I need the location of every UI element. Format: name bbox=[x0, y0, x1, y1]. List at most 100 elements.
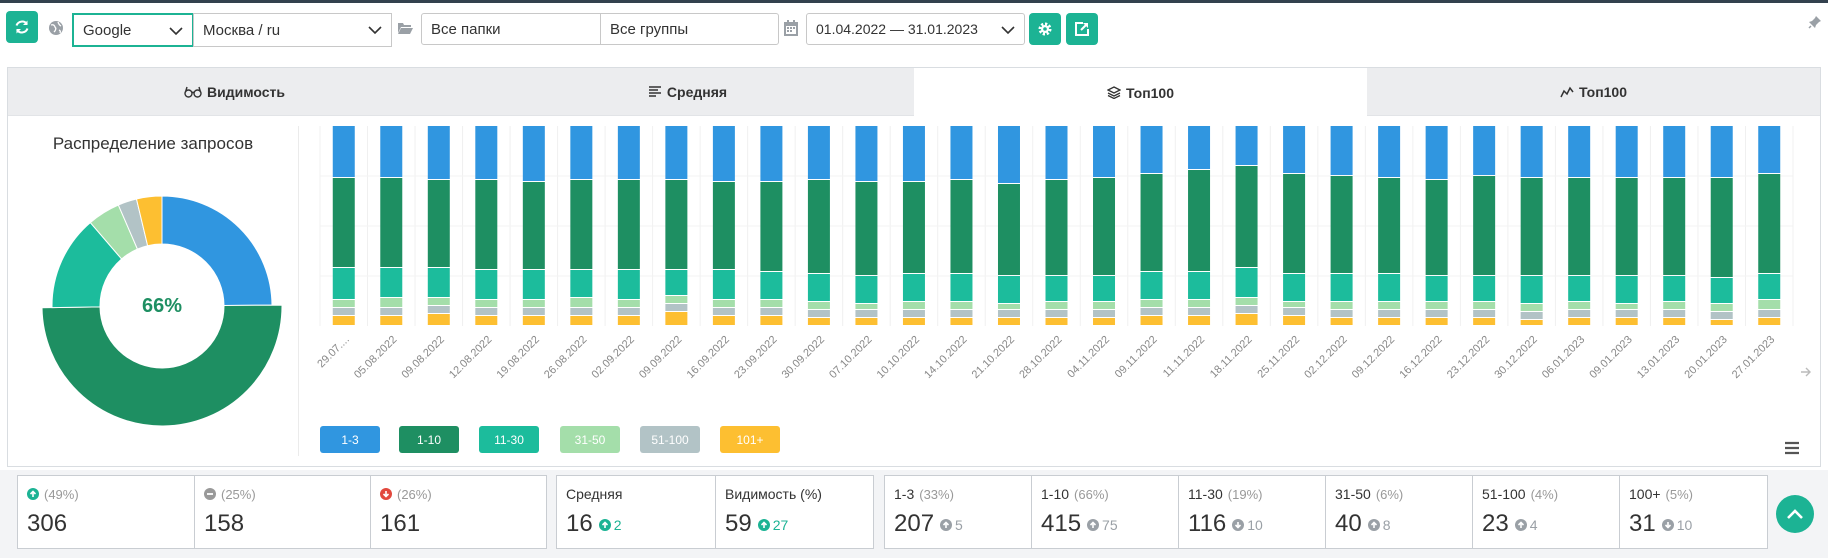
bar-segment-1-3[interactable] bbox=[997, 126, 1020, 183]
bar-segment-101+[interactable] bbox=[1473, 318, 1496, 325]
bar-segment-1-10[interactable] bbox=[1425, 180, 1448, 275]
bar-segment-1-3[interactable] bbox=[902, 126, 925, 181]
bar-segment-51-100[interactable] bbox=[1283, 308, 1306, 315]
legend-item-1-10[interactable]: 1-10 bbox=[399, 426, 459, 453]
bar-segment-11-30[interactable] bbox=[1283, 274, 1306, 301]
settings-button[interactable] bbox=[1029, 13, 1061, 45]
bar-segment-51-100[interactable] bbox=[1330, 310, 1353, 317]
bar-segment-11-30[interactable] bbox=[1140, 272, 1163, 299]
bar-segment-11-30[interactable] bbox=[1663, 276, 1686, 301]
bar-segment-101+[interactable] bbox=[427, 314, 450, 325]
bar-segment-31-50[interactable] bbox=[855, 304, 878, 309]
bar-segment-101+[interactable] bbox=[522, 316, 545, 325]
bar-segment-31-50[interactable] bbox=[332, 300, 355, 307]
legend-item-11-30[interactable]: 11-30 bbox=[479, 426, 539, 453]
bar-segment-101+[interactable] bbox=[997, 318, 1020, 325]
date-range-select[interactable]: 01.04.2022 — 31.01.2023 bbox=[806, 13, 1025, 45]
bar-segment-31-50[interactable] bbox=[1283, 302, 1306, 307]
bar-segment-51-100[interactable] bbox=[475, 308, 498, 315]
bar-segment-1-3[interactable] bbox=[522, 126, 545, 181]
bar-segment-51-100[interactable] bbox=[855, 310, 878, 317]
bar-segment-101+[interactable] bbox=[1520, 320, 1543, 325]
bar-segment-31-50[interactable] bbox=[1140, 300, 1163, 307]
bar-segment-1-10[interactable] bbox=[1568, 178, 1591, 275]
bar-segment-11-30[interactable] bbox=[617, 270, 640, 299]
bar-segment-101+[interactable] bbox=[1093, 318, 1116, 325]
bar-segment-101+[interactable] bbox=[807, 318, 830, 325]
bar-segment-51-100[interactable] bbox=[522, 308, 545, 315]
bar-segment-1-3[interactable] bbox=[1330, 126, 1353, 175]
bar-segment-101+[interactable] bbox=[617, 316, 640, 325]
bar-segment-31-50[interactable] bbox=[1045, 302, 1068, 309]
bar-segment-1-10[interactable] bbox=[902, 182, 925, 273]
bar-segment-11-30[interactable] bbox=[712, 270, 735, 299]
bar-segment-11-30[interactable] bbox=[380, 268, 403, 297]
bar-segment-1-10[interactable] bbox=[665, 180, 688, 269]
bar-segment-1-10[interactable] bbox=[380, 178, 403, 267]
refresh-button[interactable] bbox=[6, 11, 38, 43]
donut-slice-1-3[interactable] bbox=[161, 195, 273, 307]
bar-segment-11-30[interactable] bbox=[1045, 276, 1068, 301]
bar-segment-51-100[interactable] bbox=[1093, 310, 1116, 317]
bar-segment-101+[interactable] bbox=[1045, 318, 1068, 325]
bar-segment-11-30[interactable] bbox=[997, 276, 1020, 303]
bar-segment-1-10[interactable] bbox=[332, 178, 355, 267]
bar-segment-1-3[interactable] bbox=[380, 126, 403, 177]
tab-top100-dynamics[interactable]: Топ100 bbox=[1367, 68, 1820, 116]
bar-segment-31-50[interactable] bbox=[1568, 302, 1591, 309]
legend-item-1-3[interactable]: 1-3 bbox=[320, 426, 380, 453]
region-select[interactable]: Москва / ru bbox=[193, 13, 392, 47]
arrow-right-icon[interactable] bbox=[1800, 364, 1812, 380]
bar-segment-1-10[interactable] bbox=[475, 180, 498, 269]
bar-segment-51-100[interactable] bbox=[617, 308, 640, 315]
bar-segment-101+[interactable] bbox=[1758, 318, 1781, 325]
bar-segment-1-10[interactable] bbox=[1140, 174, 1163, 271]
bar-segment-51-100[interactable] bbox=[712, 308, 735, 315]
export-button[interactable] bbox=[1066, 13, 1098, 45]
bar-segment-1-3[interactable] bbox=[1235, 126, 1258, 165]
bar-segment-51-100[interactable] bbox=[997, 310, 1020, 317]
bar-segment-31-50[interactable] bbox=[380, 298, 403, 307]
bar-segment-11-30[interactable] bbox=[1473, 276, 1496, 301]
bar-segment-1-10[interactable] bbox=[1710, 178, 1733, 277]
tab-top100-distribution[interactable]: Топ100 bbox=[914, 68, 1367, 117]
bar-segment-1-10[interactable] bbox=[1663, 178, 1686, 275]
bar-segment-51-100[interactable] bbox=[1710, 312, 1733, 319]
bar-segment-1-3[interactable] bbox=[665, 126, 688, 179]
bar-segment-51-100[interactable] bbox=[1568, 310, 1591, 317]
bar-segment-1-10[interactable] bbox=[855, 182, 878, 275]
bar-segment-51-100[interactable] bbox=[380, 308, 403, 315]
bar-segment-1-3[interactable] bbox=[1710, 126, 1733, 177]
bar-segment-11-30[interactable] bbox=[1188, 272, 1211, 299]
bar-segment-11-30[interactable] bbox=[1378, 274, 1401, 301]
bar-segment-101+[interactable] bbox=[1235, 314, 1258, 325]
bar-segment-1-3[interactable] bbox=[760, 126, 783, 181]
bar-segment-1-10[interactable] bbox=[1330, 176, 1353, 273]
bar-segment-1-3[interactable] bbox=[855, 126, 878, 181]
bar-segment-101+[interactable] bbox=[1663, 318, 1686, 325]
bar-segment-11-30[interactable] bbox=[570, 270, 593, 297]
bar-segment-51-100[interactable] bbox=[1758, 310, 1781, 317]
bar-segment-1-10[interactable] bbox=[1235, 166, 1258, 267]
bar-segment-51-100[interactable] bbox=[1473, 310, 1496, 317]
bar-segment-11-30[interactable] bbox=[1235, 268, 1258, 297]
bar-segment-11-30[interactable] bbox=[902, 274, 925, 301]
bar-segment-1-3[interactable] bbox=[1615, 126, 1638, 177]
bar-segment-101+[interactable] bbox=[1140, 316, 1163, 325]
bar-segment-1-3[interactable] bbox=[475, 126, 498, 179]
bar-segment-101+[interactable] bbox=[1378, 318, 1401, 325]
bar-segment-11-30[interactable] bbox=[332, 268, 355, 299]
bar-segment-1-10[interactable] bbox=[950, 180, 973, 273]
bar-segment-31-50[interactable] bbox=[760, 300, 783, 307]
bar-segment-1-10[interactable] bbox=[1188, 170, 1211, 271]
bar-segment-51-100[interactable] bbox=[1615, 310, 1638, 317]
bar-segment-31-50[interactable] bbox=[1093, 302, 1116, 309]
bar-segment-31-50[interactable] bbox=[665, 296, 688, 303]
bar-segment-31-50[interactable] bbox=[522, 300, 545, 307]
bar-segment-101+[interactable] bbox=[760, 316, 783, 325]
bar-segment-1-3[interactable] bbox=[1378, 126, 1401, 177]
bar-segment-31-50[interactable] bbox=[1663, 302, 1686, 309]
bar-segment-1-3[interactable] bbox=[427, 126, 450, 179]
bar-segment-11-30[interactable] bbox=[1568, 276, 1591, 301]
bar-segment-11-30[interactable] bbox=[1615, 276, 1638, 303]
